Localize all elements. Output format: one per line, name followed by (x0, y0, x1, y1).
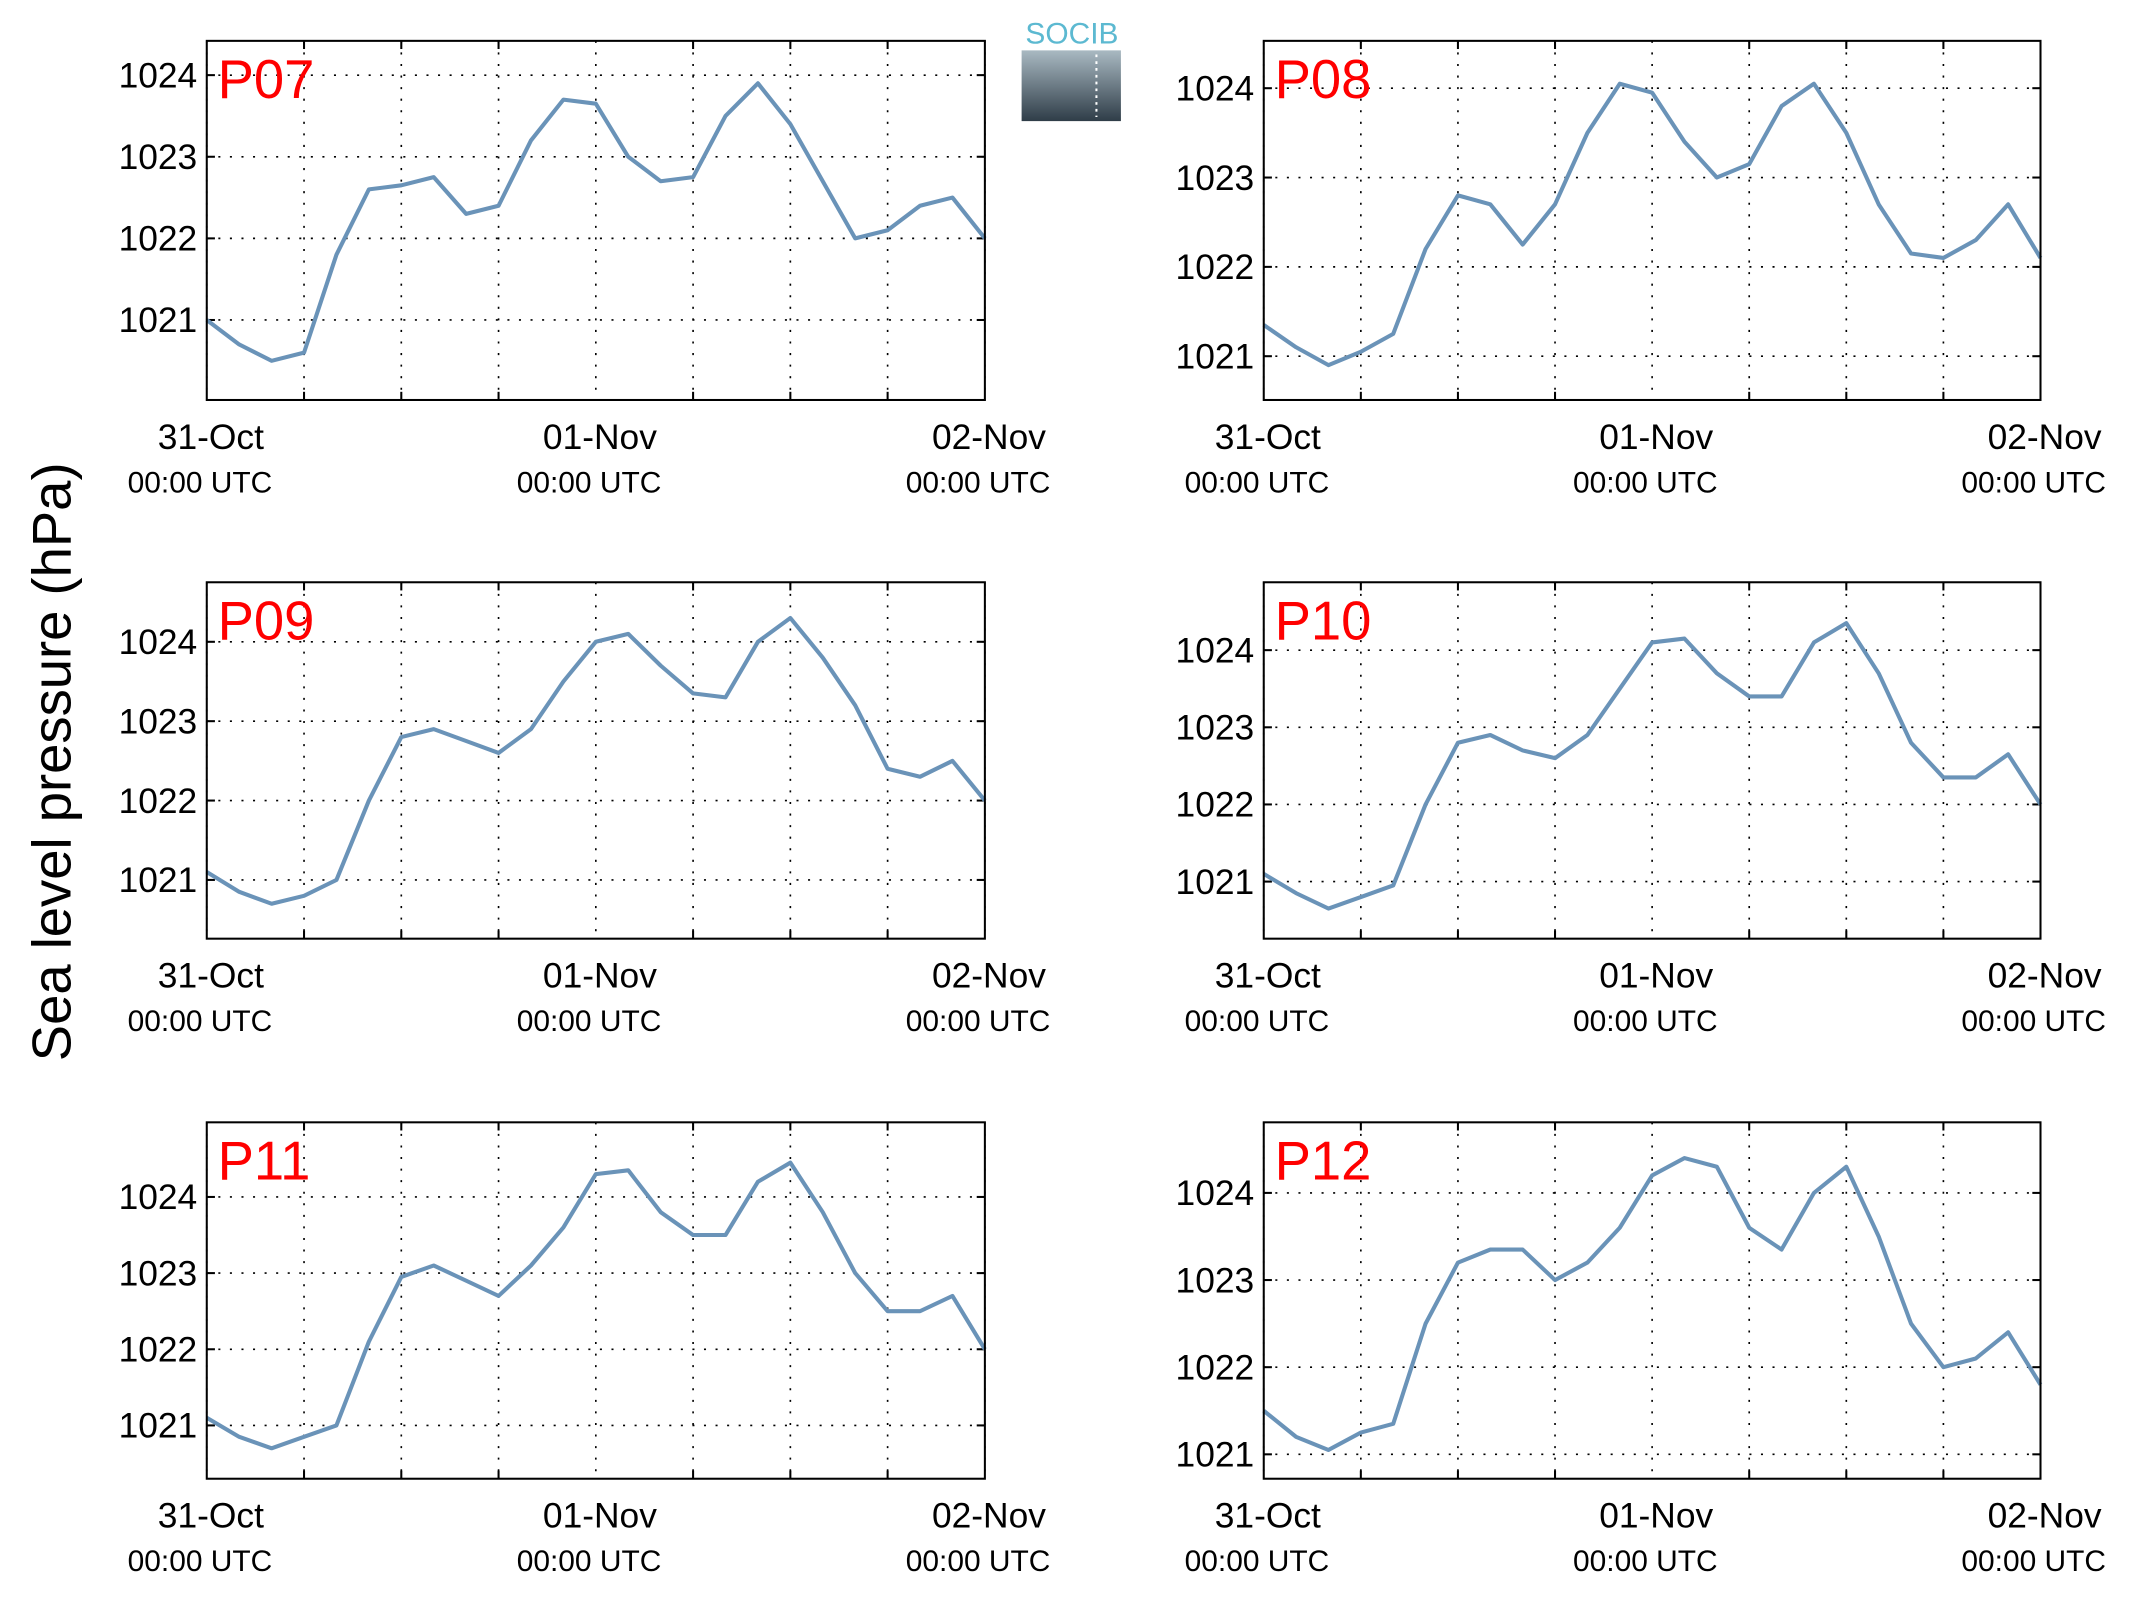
y-tick-label: 1021 (119, 1407, 198, 1446)
y-tick-label: 1023 (119, 1254, 198, 1293)
x-tick-sublabel: 00:00 UTC (1961, 466, 2106, 499)
y-tick-label: 1022 (1176, 248, 1255, 287)
y-tick-label: 1022 (119, 220, 198, 259)
x-tick-sublabel: 00:00 UTC (517, 1545, 662, 1578)
y-tick-label: 1021 (1176, 863, 1255, 902)
y-tick-label: 1023 (119, 702, 198, 741)
y-tick-label: 1024 (1176, 69, 1255, 108)
x-tick-label: 02-Nov (1988, 418, 2102, 457)
x-tick-label: 01-Nov (1599, 1497, 1713, 1536)
x-tick-sublabel: 00:00 UTC (517, 466, 662, 499)
data-line (1262, 1155, 2043, 1453)
data-line (1262, 81, 2043, 368)
plot-frame (205, 1121, 986, 1480)
x-tick-label: 01-Nov (543, 1497, 657, 1536)
y-tick-label: 1023 (1176, 709, 1255, 748)
plot-frame (1262, 581, 2042, 940)
data-line (205, 81, 987, 363)
x-tick-label: 02-Nov (932, 418, 1046, 457)
y-tick-label: 1022 (119, 1331, 198, 1370)
x-tick-label: 02-Nov (932, 1497, 1046, 1536)
y-tick-label: 1024 (119, 56, 198, 95)
y-tick-label: 1024 (1176, 1174, 1255, 1213)
x-tick-label: 02-Nov (932, 957, 1046, 996)
logo-box (1021, 50, 1121, 122)
x-tick-label: 01-Nov (1599, 418, 1713, 457)
x-tick-sublabel: 00:00 UTC (906, 466, 1051, 499)
x-tick-label: 31-Oct (1215, 418, 1321, 457)
data-line (1262, 621, 2043, 911)
y-tick-label: 1021 (119, 301, 198, 340)
x-tick-label: 31-Oct (158, 957, 264, 996)
y-tick-label: 1023 (1176, 159, 1255, 198)
y-tick-label: 1023 (119, 138, 198, 177)
data-line (205, 615, 987, 906)
data-line (205, 1160, 987, 1451)
y-tick-label: 1022 (1176, 786, 1255, 825)
x-tick-sublabel: 00:00 UTC (906, 1005, 1051, 1038)
x-tick-label: 02-Nov (1988, 957, 2102, 996)
panel-title: P10 (1275, 590, 1372, 651)
x-tick-sublabel: 00:00 UTC (517, 1005, 662, 1038)
x-tick-sublabel: 00:00 UTC (1573, 1545, 1718, 1578)
x-tick-label: 01-Nov (543, 418, 657, 457)
x-tick-sublabel: 00:00 UTC (1185, 1005, 1330, 1038)
plot-frame (205, 39, 986, 402)
x-tick-sublabel: 00:00 UTC (1961, 1545, 2106, 1578)
y-tick-label: 1022 (119, 782, 198, 821)
x-tick-sublabel: 00:00 UTC (128, 1545, 273, 1578)
x-tick-sublabel: 00:00 UTC (1573, 1005, 1718, 1038)
y-axis-title: Sea level pressure (hPa) (22, 462, 83, 1061)
plot-frame (205, 581, 986, 940)
x-tick-sublabel: 00:00 UTC (128, 1005, 273, 1038)
panel-title: P08 (1275, 49, 1372, 110)
y-tick-label: 1021 (1176, 337, 1255, 376)
x-tick-label: 31-Oct (1215, 957, 1321, 996)
y-tick-label: 1024 (119, 623, 198, 662)
plot-area (206, 40, 985, 400)
y-tick-label: 1024 (119, 1178, 198, 1217)
plot-frame (1262, 1121, 2042, 1480)
plot-area (1263, 582, 2041, 939)
x-tick-label: 01-Nov (1599, 957, 1713, 996)
panel-title: P09 (218, 590, 315, 651)
plot-frame (1262, 39, 2042, 402)
x-tick-label: 31-Oct (1215, 1497, 1321, 1536)
x-tick-sublabel: 00:00 UTC (1961, 1005, 2106, 1038)
panel-title: P11 (218, 1130, 311, 1191)
x-tick-sublabel: 00:00 UTC (906, 1545, 1051, 1578)
logo-text: SOCIB (1025, 18, 1118, 51)
panel-title: P07 (218, 49, 315, 110)
x-tick-sublabel: 00:00 UTC (1573, 466, 1718, 499)
y-tick-label: 1022 (1176, 1348, 1255, 1387)
y-tick-label: 1021 (119, 861, 198, 900)
y-tick-label: 1024 (1176, 631, 1255, 670)
x-tick-sublabel: 00:00 UTC (1185, 1545, 1330, 1578)
x-tick-label: 31-Oct (158, 1497, 264, 1536)
x-tick-sublabel: 00:00 UTC (128, 466, 273, 499)
x-tick-label: 31-Oct (158, 418, 264, 457)
x-tick-sublabel: 00:00 UTC (1185, 466, 1330, 499)
x-tick-label: 02-Nov (1988, 1497, 2102, 1536)
x-tick-label: 01-Nov (543, 957, 657, 996)
y-tick-label: 1021 (1176, 1436, 1255, 1475)
y-tick-label: 1023 (1176, 1261, 1255, 1300)
panel-title: P12 (1275, 1130, 1372, 1191)
